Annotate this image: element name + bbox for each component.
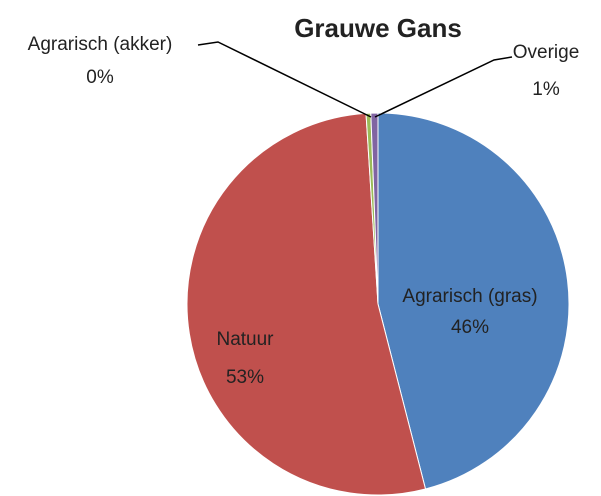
pie-slice xyxy=(370,112,379,305)
leader-line xyxy=(374,56,513,118)
slice-label: Overige xyxy=(513,42,580,63)
slice-value-label: 0% xyxy=(86,67,114,88)
slice-label: Agrarisch (akker) xyxy=(28,34,173,55)
pie-slice xyxy=(377,112,570,490)
leader-line xyxy=(197,41,372,118)
slice-value-label: 53% xyxy=(226,367,264,388)
chart-title: Grauwe Gans xyxy=(294,13,462,43)
slice-value-label: 46% xyxy=(451,317,489,338)
pie-slice xyxy=(186,112,427,496)
slice-value-label: 1% xyxy=(532,79,560,100)
slice-label: Agrarisch (gras) xyxy=(402,286,537,307)
slice-label: Natuur xyxy=(216,329,274,350)
